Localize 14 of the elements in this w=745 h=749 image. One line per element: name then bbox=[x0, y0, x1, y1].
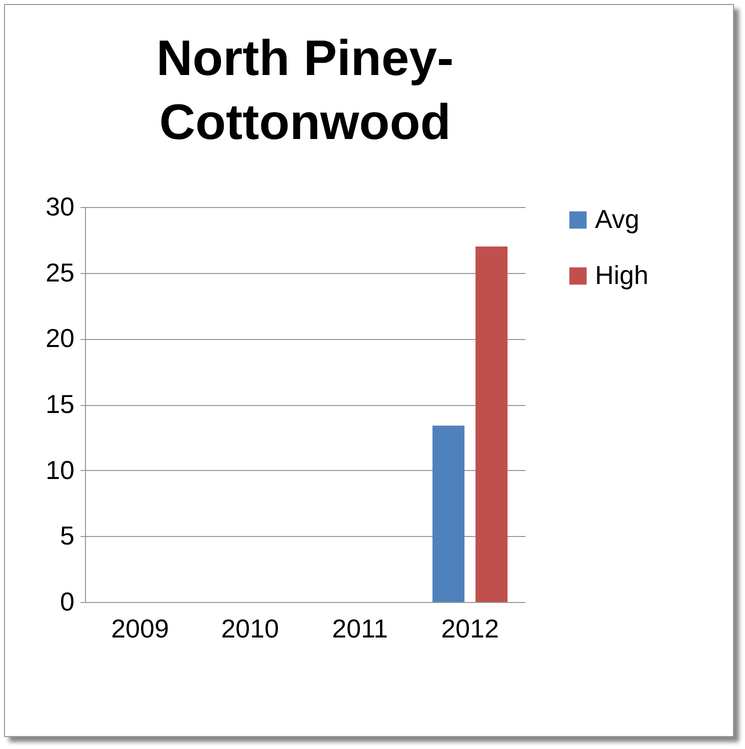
chart-title: North Piney-Cottonwood bbox=[156, 30, 454, 150]
y-tick-label: 5 bbox=[60, 520, 74, 551]
y-tick-label: 15 bbox=[46, 389, 74, 419]
y-tick-label: 25 bbox=[46, 257, 74, 288]
legend-label: Avg bbox=[595, 204, 640, 234]
x-tick-label: 2010 bbox=[221, 614, 279, 644]
x-tick-label: 2011 bbox=[332, 614, 388, 644]
y-tick-label: 30 bbox=[46, 192, 74, 222]
x-tick-label: 2009 bbox=[111, 614, 169, 644]
y-tick-label: 10 bbox=[46, 454, 74, 485]
y-tick-label: 20 bbox=[46, 323, 74, 354]
legend-label: High bbox=[595, 260, 648, 290]
y-tick-label: 0 bbox=[60, 586, 74, 616]
x-tick-label: 2012 bbox=[441, 614, 499, 644]
